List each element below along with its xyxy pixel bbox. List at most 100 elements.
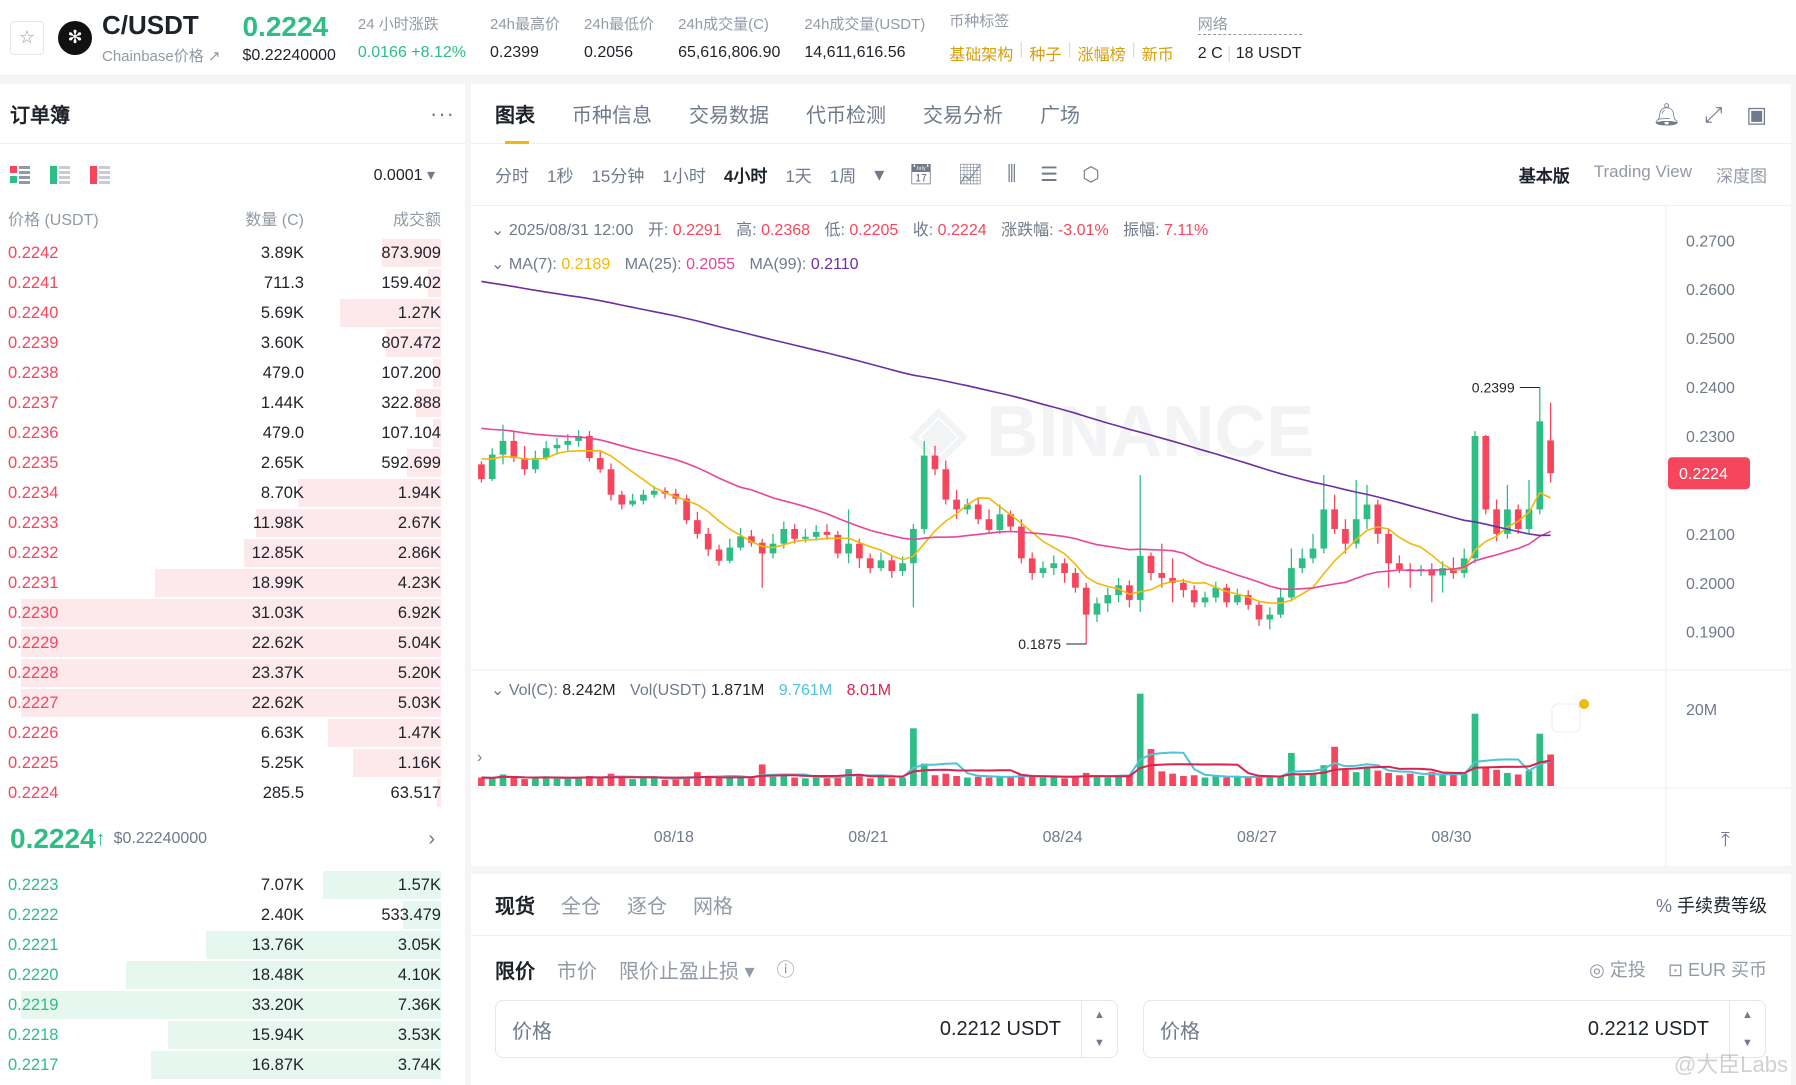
candlestick-chart[interactable]: ◈ BINANCE 0.2700 0.2600 0.2500 0.2400 0.2300 0… [471, 206, 1791, 866]
interval-dropdown-icon[interactable]: ▾ [874, 164, 885, 186]
ask-row[interactable]: 0.2226 6.63K 1.47K [0, 718, 465, 748]
ask-row[interactable]: 0.2231 18.99K 4.23K [0, 568, 465, 598]
bid-row[interactable]: 0.2220 18.48K 4.10K [0, 960, 465, 990]
calendar-icon[interactable]: 📅︎ [908, 164, 934, 186]
ask-row[interactable]: 0.2230 31.03K 6.92K [0, 598, 465, 628]
ask-amount: 12.85K [251, 543, 304, 562]
order-book-mid-price[interactable]: 0.2224 ↑ $0.22240000 › [0, 814, 465, 864]
tab-chart[interactable]: 图表 [495, 84, 535, 144]
bid-row[interactable]: 0.2217 16.87K 3.74K [0, 1050, 465, 1080]
ask-row[interactable]: 0.2234 8.70K 1.94K [0, 478, 465, 508]
info-icon[interactable]: ⓘ [776, 960, 795, 980]
expand-icon[interactable]: ⤢ [1704, 102, 1723, 127]
stat-label[interactable]: 网络 [1197, 13, 1302, 35]
view-depth[interactable]: 深度图 [1716, 167, 1767, 186]
interval-1d[interactable]: 1天 [785, 167, 812, 186]
buy-price-input[interactable]: 价格 0.2212 USDT ▲ ▼ [495, 1000, 1118, 1058]
candle-body [737, 536, 744, 548]
tab-cross[interactable]: 全仓 [561, 896, 601, 918]
step-up-icon[interactable]: ▲ [1742, 1009, 1753, 1021]
tab-trading-data[interactable]: 交易数据 [689, 105, 769, 127]
ask-row[interactable]: 0.2236 479.0 107.104 [0, 418, 465, 448]
asks-only-view-icon[interactable] [90, 166, 110, 184]
ask-row[interactable]: 0.2228 23.37K 5.20K [0, 658, 465, 688]
ask-row[interactable]: 0.2240 5.69K 1.27K [0, 298, 465, 328]
tab-square[interactable]: 广场 [1040, 105, 1080, 127]
step-down-icon[interactable]: ▼ [1094, 1037, 1105, 1049]
candle [1385, 528, 1392, 588]
order-type-stop-limit[interactable]: 限价止盈止损 ▾ [619, 960, 755, 983]
bid-row[interactable]: 0.2223 7.07K 1.57K [0, 870, 465, 900]
bid-row[interactable]: 0.2221 13.76K 3.05K [0, 930, 465, 960]
bell-icon[interactable]: 🔔︎ [1652, 102, 1681, 127]
precision-select[interactable]: 0.0001 ▾ [374, 165, 435, 185]
bid-total: 4.10K [397, 965, 441, 984]
tag-infrastructure[interactable]: 基础架构 [949, 47, 1014, 64]
favorite-star-icon[interactable]: ☆ [10, 20, 44, 55]
hexagon-icon[interactable]: ⬡ [1082, 164, 1100, 186]
bid-row[interactable]: 0.2219 33.20K 7.36K [0, 990, 465, 1020]
sell-price-input[interactable]: 价格 0.2212 USDT ▲ ▼ [1143, 1000, 1766, 1058]
ask-row[interactable]: 0.2238 479.0 107.200 [0, 358, 465, 388]
step-up-icon[interactable]: ▲ [1094, 1009, 1105, 1021]
interval-1w[interactable]: 1周 [829, 167, 857, 186]
ask-row[interactable]: 0.2225 5.25K 1.16K [0, 748, 465, 778]
tab-grid[interactable]: 网格 [693, 896, 733, 918]
chevron-down-icon[interactable]: ⌄ [491, 256, 505, 273]
settings-sliders-icon[interactable]: ☰ [1040, 164, 1059, 186]
dca-link[interactable]: ◎ 定投 [1589, 956, 1646, 982]
ask-row[interactable]: 0.2235 2.65K 592.699 [0, 448, 465, 478]
ask-row[interactable]: 0.2229 22.62K 5.04K [0, 628, 465, 658]
ask-row[interactable]: 0.2233 11.98K 2.67K [0, 508, 465, 538]
order-type-limit[interactable]: 限价 [495, 960, 535, 983]
pair-name[interactable]: C/USDT [102, 9, 199, 40]
candle [931, 445, 939, 476]
news-badge-icon[interactable] [1551, 703, 1581, 733]
view-tradingview[interactable]: Trading View [1593, 162, 1692, 181]
chevron-down-icon[interactable]: ⌄ [491, 222, 505, 239]
eur-buy-link[interactable]: ⊡ EUR 买币 [1668, 956, 1767, 982]
fee-level-link[interactable]: % 手续费等级 [1656, 892, 1767, 918]
chevron-down-icon[interactable]: ⌄ [491, 682, 505, 699]
ask-amount: 31.03K [251, 603, 304, 622]
price-source-link[interactable]: Chainbase价格 ↗ [102, 47, 221, 65]
bid-row[interactable]: 0.2222 2.40K 533.479 [0, 900, 465, 930]
scroll-to-latest-icon[interactable]: ⤒ [1721, 829, 1730, 851]
more-icon[interactable]: ··· [430, 100, 455, 126]
tab-isolated[interactable]: 逐仓 [627, 896, 667, 918]
interval-timeline[interactable]: 分时 [495, 167, 529, 186]
layout-grid-icon[interactable]: ▣ [1746, 102, 1767, 127]
ask-row[interactable]: 0.2232 12.85K 2.86K [0, 538, 465, 568]
tag-gainers[interactable]: 涨幅榜 [1077, 47, 1126, 64]
both-sides-view-icon[interactable] [10, 166, 30, 184]
tab-token-check[interactable]: 代币检测 [806, 105, 886, 127]
candle-body [1104, 595, 1112, 604]
ask-row[interactable]: 0.2239 3.60K 807.472 [0, 328, 465, 358]
tab-coin-info[interactable]: 币种信息 [572, 105, 652, 127]
interval-1s[interactable]: 1秒 [547, 167, 574, 186]
indicator-icon[interactable]: 📈︎ [957, 164, 984, 186]
order-type-market[interactable]: 市价 [557, 960, 597, 983]
interval-15m[interactable]: 15分钟 [591, 167, 645, 186]
candle-body [1093, 603, 1101, 615]
chevron-right-icon[interactable]: › [428, 827, 435, 850]
tag-new[interactable]: 新币 [1141, 47, 1174, 64]
tag-seed[interactable]: 种子 [1029, 47, 1062, 64]
interval-1h[interactable]: 1小时 [662, 167, 706, 186]
ask-row[interactable]: 0.2237 1.44K 322.888 [0, 388, 465, 418]
bids-only-view-icon[interactable] [50, 166, 70, 184]
bid-amount: 18.48K [251, 965, 304, 984]
step-down-icon[interactable]: ▼ [1742, 1037, 1753, 1049]
ask-row[interactable]: 0.2242 3.89K 873.909 [0, 238, 465, 268]
ask-row[interactable]: 0.2224 285.5 63.517 [0, 778, 465, 808]
chevron-right-icon[interactable]: › [477, 749, 482, 766]
ask-row[interactable]: 0.2227 22.62K 5.03K [0, 688, 465, 718]
tab-spot[interactable]: 现货 [495, 896, 535, 918]
legend-vma2: 8.01M [846, 682, 892, 699]
tab-trade-analysis[interactable]: 交易分析 [923, 105, 1003, 127]
view-basic[interactable]: 基本版 [1518, 167, 1570, 186]
interval-4h[interactable]: 4小时 [723, 167, 768, 186]
bid-row[interactable]: 0.2218 15.94K 3.53K [0, 1020, 465, 1050]
candle-type-icon[interactable]: ⫼ [1007, 163, 1017, 185]
ask-row[interactable]: 0.2241 711.3 159.402 [0, 268, 465, 298]
